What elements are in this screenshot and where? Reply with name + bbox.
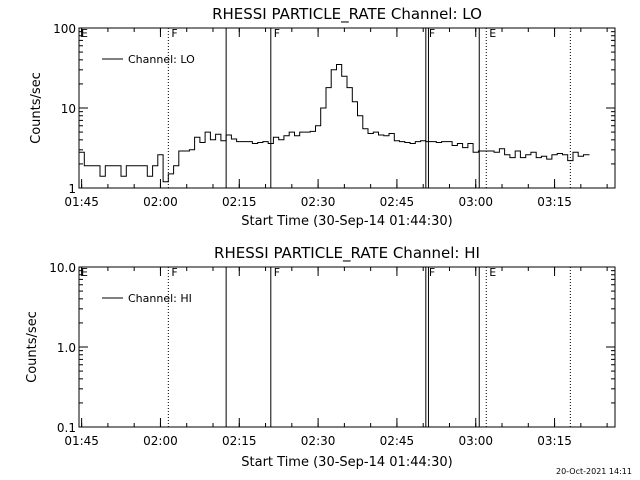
x-tick-label: 01:45	[64, 434, 99, 448]
event-marker-label: F	[274, 27, 280, 40]
x-tick-label: 03:15	[537, 434, 572, 448]
y-tick-label: 10	[61, 102, 76, 116]
panel-hi: RHESSI PARTICLE_RATE Channel: HI Counts/…	[25, 244, 616, 470]
y-tick-label: 100	[53, 22, 76, 36]
x-ticks-hi: 01:45 02:00 02:15 02:30 02:45 03:00 03:15	[64, 267, 608, 448]
markers-lo: F F F EE	[81, 27, 571, 188]
x-tick-label: 02:45	[380, 195, 415, 209]
y-ticks-hi: 0.1 1.0 10.0	[49, 261, 615, 435]
x-tick-label: 02:30	[301, 434, 336, 448]
x-tick-label: 03:00	[458, 434, 493, 448]
event-marker-label: F	[274, 266, 280, 279]
plot-area-lo	[78, 27, 616, 189]
y-ticks-lo: 1 10 100	[53, 22, 615, 196]
chart-title-lo: RHESSI PARTICLE_RATE Channel: LO	[212, 5, 482, 24]
x-tick-label: 02:45	[380, 434, 415, 448]
markers-hi: F F F EE	[81, 266, 571, 427]
x-tick-label: 03:15	[537, 195, 572, 209]
x-tick-label: 02:00	[143, 434, 178, 448]
y-tick-label: 1.0	[57, 341, 76, 355]
event-marker-label: F	[429, 266, 435, 279]
event-marker-label: E	[81, 27, 88, 40]
legend-label-hi: Channel: HI	[128, 292, 192, 305]
legend-hi: Channel: HI	[102, 292, 192, 305]
x-tick-label: 02:15	[222, 434, 257, 448]
event-marker-label: F	[171, 266, 177, 279]
x-axis-label-hi: Start Time (30-Sep-14 01:44:30)	[241, 455, 452, 470]
event-marker-label: F	[171, 27, 177, 40]
event-marker-label: E	[489, 27, 496, 40]
series-line	[79, 64, 590, 183]
x-tick-label: 03:00	[458, 195, 493, 209]
panel-lo: RHESSI PARTICLE_RATE Channel: LO Counts/…	[29, 5, 616, 229]
chart-title-hi: RHESSI PARTICLE_RATE Channel: HI	[214, 244, 480, 263]
footer-timestamp: 20-Oct-2021 14:11	[556, 467, 632, 476]
y-tick-label: 10.0	[49, 261, 76, 275]
x-ticks-lo: 01:45 02:00 02:15 02:30 02:45 03:00 03:15	[64, 28, 608, 209]
event-marker-label: E	[81, 266, 88, 279]
x-tick-label: 02:30	[301, 195, 336, 209]
plot-area-hi	[78, 266, 616, 428]
series-lo	[79, 64, 590, 183]
x-axis-label-lo: Start Time (30-Sep-14 01:44:30)	[241, 214, 452, 229]
y-axis-label-lo: Counts/sec	[29, 72, 44, 144]
legend-lo: Channel: LO	[102, 53, 195, 66]
x-tick-label: 02:15	[222, 195, 257, 209]
x-tick-label: 01:45	[64, 195, 99, 209]
y-tick-label: 1	[68, 182, 76, 196]
y-tick-label: 0.1	[57, 421, 76, 435]
legend-label-lo: Channel: LO	[128, 53, 195, 66]
x-tick-label: 02:00	[143, 195, 178, 209]
event-marker-label: F	[429, 27, 435, 40]
y-axis-label-hi: Counts/sec	[25, 311, 40, 383]
event-marker-label: E	[489, 266, 496, 279]
